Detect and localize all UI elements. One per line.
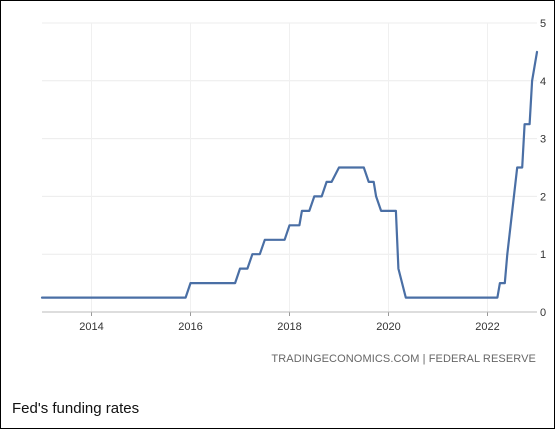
y-tick-label: 5 <box>540 18 546 30</box>
chart-caption: Fed's funding rates <box>12 400 140 417</box>
x-tick-label: 2016 <box>178 321 202 333</box>
y-tick-label: 4 <box>540 76 546 88</box>
x-tick-label: 2022 <box>475 321 499 333</box>
y-tick-label: 0 <box>540 307 546 319</box>
y-tick-label: 1 <box>540 249 546 261</box>
x-tick-label: 2014 <box>79 321 103 333</box>
chart-source: TRADINGECONOMICS.COM | FEDERAL RESERVE <box>271 353 536 365</box>
y-tick-label: 3 <box>540 134 546 146</box>
x-tick-label: 2020 <box>376 321 400 333</box>
x-tick-label: 2018 <box>277 321 301 333</box>
y-tick-label: 2 <box>540 191 546 203</box>
series-line-0 <box>40 50 539 299</box>
